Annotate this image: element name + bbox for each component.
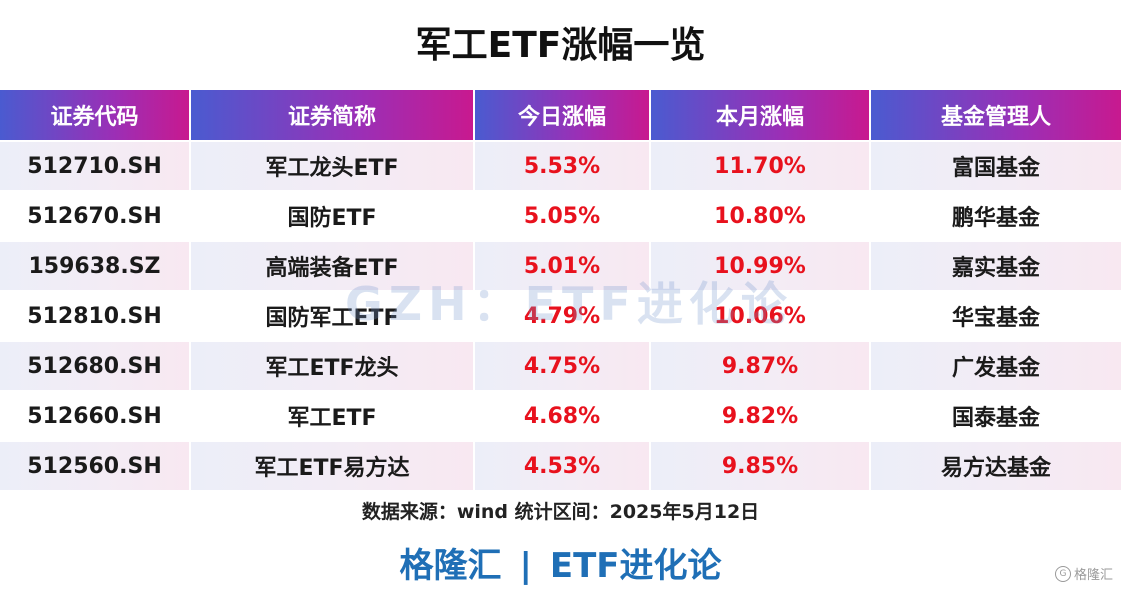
table-row: 512810.SH 国防军工ETF 4.79% 10.06% 华宝基金 [0,290,1121,341]
cell-manager: 嘉实基金 [870,240,1121,291]
cell-manager: 富国基金 [870,140,1121,191]
header-month-change: 本月涨幅 [650,90,871,141]
table-row: 512560.SH 军工ETF易方达 4.53% 9.85% 易方达基金 [0,440,1121,490]
cell-code: 512670.SH [0,190,191,241]
cell-name: 军工龙头ETF [190,140,475,191]
cell-name: 国防ETF [190,190,475,241]
cell-manager: 华宝基金 [870,290,1121,341]
table-row: 512710.SH 军工龙头ETF 5.53% 11.70% 富国基金 [0,140,1121,191]
table-row: 512680.SH 军工ETF龙头 4.75% 9.87% 广发基金 [0,340,1121,391]
cell-month-change: 10.80% [650,190,871,241]
cell-month-change: 9.87% [650,340,871,391]
cell-month-change: 10.99% [650,240,871,291]
cell-today-change: 4.53% [474,440,651,490]
header-today-change: 今日涨幅 [474,90,651,141]
table-header-row: 证券代码 证券简称 今日涨幅 本月涨幅 基金管理人 [0,90,1121,141]
cell-month-change: 11.70% [650,140,871,191]
brand-right: ETF进化论 [549,546,722,586]
cell-name: 军工ETF易方达 [190,440,475,490]
gelonghui-logo-icon: G [1054,565,1071,582]
cell-manager: 易方达基金 [870,440,1121,490]
corner-mark-text: 格隆汇 [1073,568,1113,583]
cell-today-change: 5.05% [474,190,651,241]
cell-name: 高端装备ETF [190,240,475,291]
cell-manager: 广发基金 [870,340,1121,391]
page-title: 军工ETF涨幅一览 [415,25,706,66]
cell-month-change: 9.82% [650,390,871,441]
cell-name: 军工ETF [190,390,475,441]
corner-mark: G 格隆汇 [1054,564,1113,583]
table-row: 512670.SH 国防ETF 5.05% 10.80% 鹏华基金 [0,190,1121,241]
cell-today-change: 4.75% [474,340,651,391]
cell-today-change: 4.68% [474,390,651,441]
cell-code: 512560.SH [0,440,191,490]
brand-footer: 格隆汇 | ETF进化论 [0,538,1121,587]
cell-today-change: 5.53% [474,140,651,191]
table-row: 159638.SZ 高端装备ETF 5.01% 10.99% 嘉实基金 [0,240,1121,291]
cell-month-change: 10.06% [650,290,871,341]
cell-today-change: 5.01% [474,240,651,291]
cell-name: 国防军工ETF [190,290,475,341]
cell-month-change: 9.85% [650,440,871,490]
header-name: 证券简称 [190,90,475,141]
cell-name: 军工ETF龙头 [190,340,475,391]
cell-code: 159638.SZ [0,240,191,291]
brand-separator: | [519,546,532,586]
cell-code: 512660.SH [0,390,191,441]
cell-code: 512680.SH [0,340,191,391]
cell-code: 512810.SH [0,290,191,341]
cell-manager: 鹏华基金 [870,190,1121,241]
header-code: 证券代码 [0,90,191,141]
cell-manager: 国泰基金 [870,390,1121,441]
table-row: 512660.SH 军工ETF 4.68% 9.82% 国泰基金 [0,390,1121,441]
header-manager: 基金管理人 [870,90,1121,141]
brand-left: 格隆汇 [399,546,502,586]
etf-table: 证券代码 证券简称 今日涨幅 本月涨幅 基金管理人 512710.SH 军工龙头… [0,90,1121,490]
cell-today-change: 4.79% [474,290,651,341]
cell-code: 512710.SH [0,140,191,191]
source-note: 数据来源：wind 统计区间：2025年5月12日 [361,501,760,523]
